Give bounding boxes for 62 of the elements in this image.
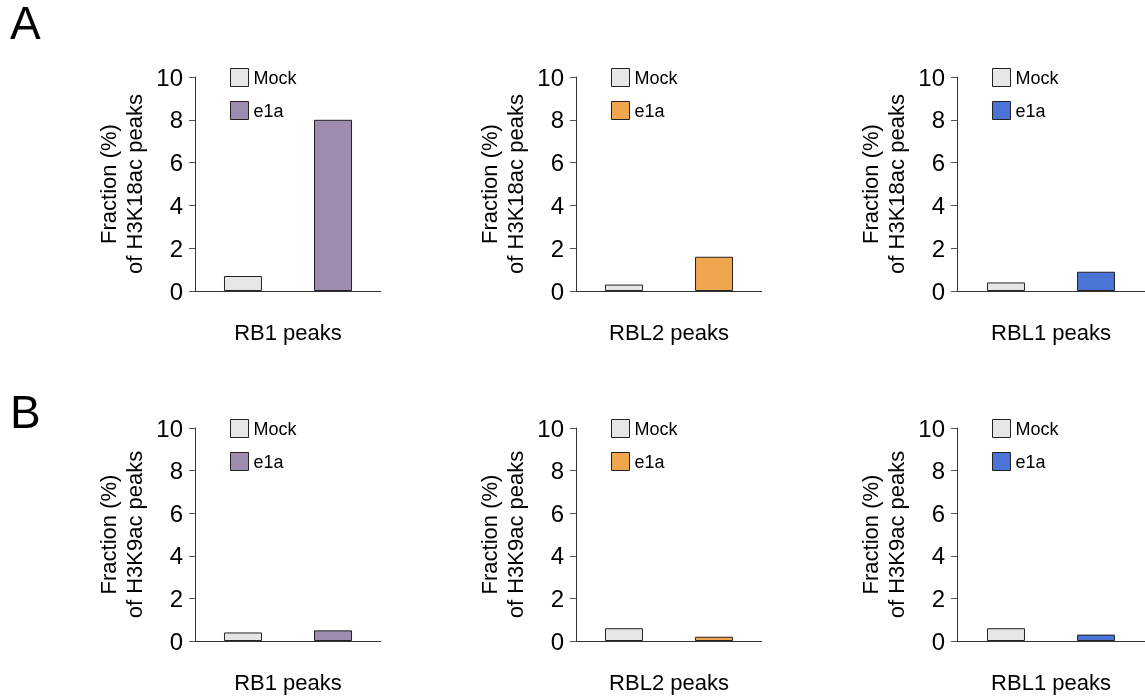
legend-label: e1a — [253, 451, 285, 472]
y-tick-label: 10 — [537, 414, 564, 442]
x-axis-title: RBL2 peaks — [609, 319, 729, 345]
legend-label: Mock — [253, 67, 298, 88]
y-tick-label: 10 — [156, 63, 183, 91]
y-tick-label: 4 — [550, 542, 564, 570]
y-tick-label: 10 — [918, 414, 945, 442]
y-axis-title: Fraction (%) of H3K18ac peaks — [95, 94, 147, 274]
y-tick-label: 10 — [918, 63, 945, 91]
y-tick-label: 8 — [931, 106, 945, 134]
y-tick-label: 8 — [931, 457, 945, 485]
y-tick-label: 0 — [931, 627, 945, 655]
x-axis-title: RBL1 peaks — [991, 669, 1111, 695]
y-axis-title: Fraction (%) of H3K9ac peaks — [857, 450, 909, 619]
y-tick-label: 2 — [931, 234, 945, 262]
legend-label: Mock — [1015, 418, 1060, 439]
y-tick-label: 2 — [931, 584, 945, 612]
y-tick-label: 4 — [931, 191, 945, 219]
y-tick-label: 0 — [169, 277, 183, 305]
y-tick-label: 2 — [169, 584, 183, 612]
y-tick-label: 8 — [550, 106, 564, 134]
y-tick-label: 4 — [169, 542, 183, 570]
y-tick-label: 4 — [931, 542, 945, 570]
x-axis-title: RBL1 peaks — [991, 319, 1111, 345]
legend-label: e1a — [634, 100, 666, 121]
legend-label: Mock — [634, 418, 679, 439]
y-tick-label: 4 — [169, 191, 183, 219]
y-tick-label: 6 — [550, 149, 564, 177]
y-tick-label: 6 — [169, 499, 183, 527]
legend-label: e1a — [634, 451, 666, 472]
y-tick-label: 8 — [169, 457, 183, 485]
y-tick-label: 10 — [537, 63, 564, 91]
legend-label: Mock — [634, 67, 679, 88]
y-tick-label: 2 — [550, 584, 564, 612]
y-tick-label: 10 — [156, 414, 183, 442]
legend-label: Mock — [1015, 67, 1060, 88]
x-axis-title: RB1 peaks — [234, 669, 342, 695]
y-tick-label: 4 — [550, 191, 564, 219]
y-tick-label: 0 — [550, 627, 564, 655]
y-tick-label: 6 — [931, 149, 945, 177]
y-tick-label: 2 — [550, 234, 564, 262]
text: A — [10, 0, 41, 49]
legend-label: e1a — [253, 100, 285, 121]
y-tick-label: 0 — [550, 277, 564, 305]
y-axis-title: Fraction (%) of H3K18ac peaks — [476, 94, 528, 274]
y-axis-title: Fraction (%) of H3K9ac peaks — [95, 450, 147, 619]
y-axis-title: Fraction (%) of H3K18ac peaks — [857, 94, 909, 274]
text: B — [10, 386, 41, 438]
legend-label: Mock — [253, 418, 298, 439]
y-axis-title: Fraction (%) of H3K9ac peaks — [476, 450, 528, 619]
x-axis-title: RB1 peaks — [234, 319, 342, 345]
y-tick-label: 6 — [169, 149, 183, 177]
legend-label: e1a — [1015, 451, 1047, 472]
y-tick-label: 0 — [169, 627, 183, 655]
y-tick-label: 2 — [169, 234, 183, 262]
y-tick-label: 6 — [550, 499, 564, 527]
y-tick-label: 8 — [550, 457, 564, 485]
y-tick-label: 6 — [931, 499, 945, 527]
y-tick-label: 8 — [169, 106, 183, 134]
y-tick-label: 0 — [931, 277, 945, 305]
x-axis-title: RBL2 peaks — [609, 669, 729, 695]
legend-label: e1a — [1015, 100, 1047, 121]
